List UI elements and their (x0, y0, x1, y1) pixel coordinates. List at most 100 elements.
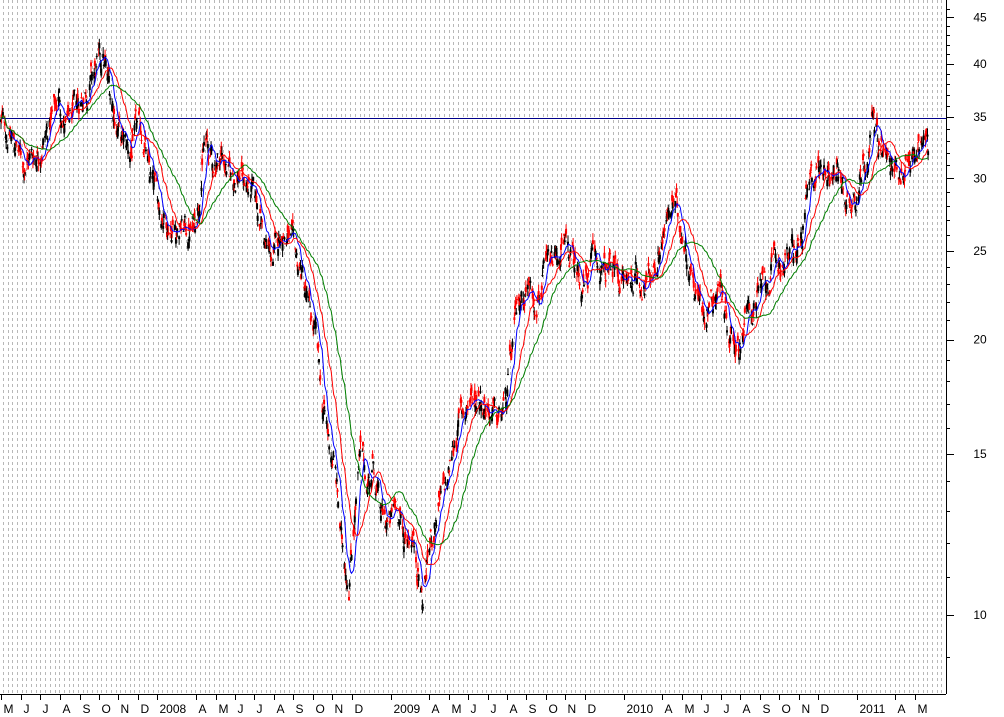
price-candle-body (880, 135, 883, 141)
price-candle-body (426, 550, 429, 558)
price-candle-body (868, 148, 871, 153)
price-candle-body (721, 290, 724, 295)
price-candle-body (142, 152, 145, 154)
price-candle-body (225, 171, 228, 175)
price-candle-body (580, 296, 583, 302)
x-tick-label: M (918, 702, 928, 716)
price-candle-body (174, 225, 177, 230)
price-candle-body (531, 288, 534, 292)
price-candle-body (823, 165, 826, 170)
price-candle-body (359, 435, 362, 443)
price-candle-body (136, 120, 139, 123)
price-candle-body (291, 225, 294, 228)
price-candle-body (907, 155, 910, 157)
price-candle-body (741, 336, 744, 343)
price-candle-body (256, 203, 259, 210)
price-candle-body (750, 313, 753, 319)
price-candle-body (533, 315, 536, 317)
price-candle-body (796, 237, 799, 242)
x-tick-label: O (102, 702, 111, 716)
price-candle-body (135, 122, 138, 126)
price-candle-body (51, 109, 54, 112)
price-candle-body (52, 94, 55, 98)
y-axis: 10 15 20 25 30 35 40 45 (946, 0, 987, 694)
price-candle-body (674, 193, 677, 198)
price-candle-body (86, 102, 89, 104)
price-candle-body (243, 182, 246, 186)
price-candle-body (448, 460, 451, 462)
price-candle-body (134, 109, 137, 112)
price-candle-body (475, 394, 478, 402)
price-candle-body (388, 520, 391, 524)
price-candle-body (109, 98, 112, 100)
price-candle-body (853, 196, 856, 201)
price-candle-body (676, 213, 679, 217)
price-candle-body (752, 303, 755, 309)
price-candle-body (233, 183, 236, 185)
price-candle-body (237, 175, 240, 180)
price-candle-body (131, 134, 134, 142)
price-candle-body (70, 112, 73, 120)
price-candle-body (826, 180, 829, 187)
price-candle-body (764, 286, 767, 293)
price-candle-body (513, 317, 516, 320)
x-tick-label: A (510, 702, 518, 716)
price-candle-body (630, 269, 633, 274)
price-candle-body (589, 252, 592, 259)
price-candle-body (42, 138, 45, 146)
price-candle-body (766, 283, 769, 290)
price-candle-body (12, 133, 15, 140)
price-candle-body (764, 283, 767, 286)
price-candle-body (274, 233, 277, 238)
price-candle-body (397, 519, 400, 521)
price-candle-body (347, 596, 350, 601)
price-candle-body (756, 282, 759, 288)
price-candle-body (205, 133, 208, 137)
price-candle-body (625, 275, 628, 278)
price-candle-body (372, 472, 375, 474)
price-candle-body (893, 168, 896, 172)
price-candle-body (276, 238, 279, 243)
price-candle-body (82, 97, 85, 104)
price-candle-body (617, 279, 620, 283)
price-candle-body (31, 162, 34, 164)
price-candle-body (453, 445, 456, 448)
price-candle-body (183, 215, 186, 218)
price-candle-body (698, 294, 701, 302)
price-candle-body (331, 464, 334, 466)
price-candle-body (149, 172, 152, 175)
price-candle-body (309, 306, 312, 308)
price-candle-body (846, 195, 849, 197)
price-candle-body (800, 232, 803, 239)
price-candle-body (777, 270, 780, 272)
price-candle-body (151, 169, 154, 174)
price-candle-body (22, 162, 25, 166)
x-tick-label: 2009 (394, 702, 421, 716)
price-candle-body (86, 107, 89, 111)
price-candle-body (506, 389, 509, 396)
price-candle-body (377, 482, 380, 488)
price-candle-body (716, 288, 719, 292)
price-candle-body (197, 205, 200, 211)
price-candle-body (730, 327, 733, 329)
price-candle-body (670, 212, 673, 216)
price-candle-body (54, 97, 57, 104)
price-candle-body (876, 140, 879, 142)
price-candle-body (873, 129, 876, 137)
price-candle-body (185, 232, 188, 236)
price-candle-body (514, 300, 517, 306)
price-candle-body (368, 483, 371, 489)
price-candle-body (381, 508, 384, 515)
price-candle-body (107, 76, 110, 83)
price-candle-body (649, 276, 652, 283)
price-candle-body (90, 62, 93, 67)
price-candle-body (600, 265, 603, 269)
price-candle-body (151, 175, 154, 179)
price-candle-body (451, 446, 454, 448)
price-candle-body (755, 306, 758, 311)
price-candle-body (877, 152, 880, 158)
price-candle-body (565, 228, 568, 234)
price-candle-body (232, 184, 235, 191)
price-candle-body (206, 144, 209, 149)
price-candle-body (576, 265, 579, 271)
